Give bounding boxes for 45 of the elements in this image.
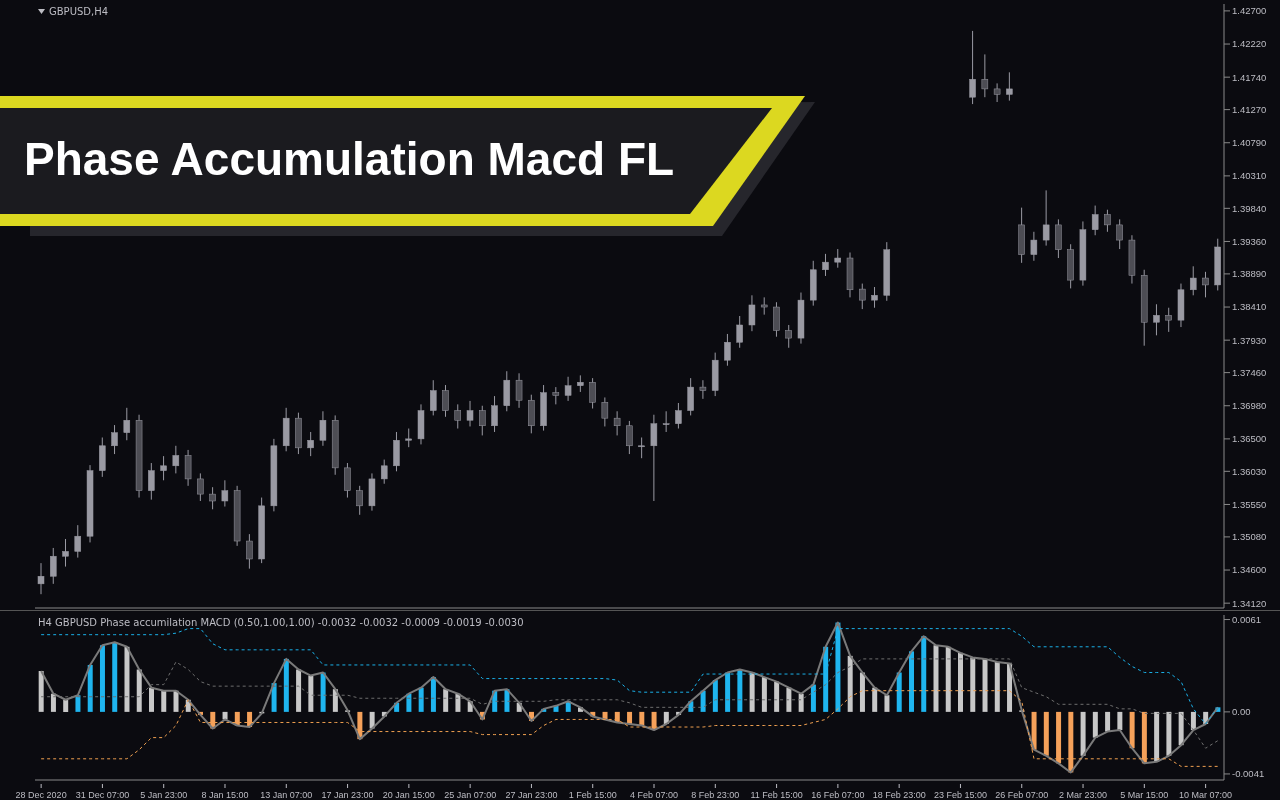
chart-title: H4 GBPUSD Phase accumilation MACD (0.50,1.00,1.00) -0.0032 -0.0032 -0.0009 -0.0019 -0.0030 [38,617,524,628]
y-tick-label: 1.34120 [1232,597,1267,609]
x-tick-label: 17 Jan 23:00 [321,790,374,800]
y-tick-label: 1.40790 [1232,137,1267,149]
y-tick-label: 1.40310 [1232,170,1267,182]
y-tick-label: 1.37460 [1232,366,1267,378]
x-tick-label: 31 Dec 07:00 [75,790,130,800]
annotation: Phase Accumulation Macd FL [24,132,675,186]
x-tick-label: 4 Feb 07:00 [629,790,679,800]
y-tick-label: 1.41270 [1232,103,1267,115]
y-tick-label: 1.42700 [1232,5,1267,17]
x-tick-label: 5 Mar 15:00 [1120,790,1169,800]
x-tick-label: 18 Feb 23:00 [872,790,926,800]
y-tick-label: 1.37930 [1232,334,1267,346]
y-tick-label: 1.36500 [1232,433,1267,445]
y-tick-label: 0.00 [1232,706,1251,718]
x-tick-label: 11 Feb 15:00 [750,790,803,800]
x-tick-label: 23 Feb 15:00 [933,790,987,800]
y-tick-label: 0.0061 [1232,613,1262,625]
y-tick-label: 1.35080 [1232,531,1267,543]
x-tick-label: 25 Jan 07:00 [444,790,497,800]
x-tick-label: 1 Feb 15:00 [568,790,617,800]
x-tick-label: 5 Jan 23:00 [140,790,188,800]
x-tick-label: 13 Jan 07:00 [260,790,313,800]
x-tick-label: 27 Jan 23:00 [505,790,558,800]
x-tick-label: 10 Mar 07:00 [1179,790,1233,800]
y-tick-label: 1.34600 [1232,564,1267,576]
y-tick-label: -0.0041 [1232,768,1265,780]
x-tick-label: 16 Feb 07:00 [811,790,865,800]
y-tick-label: 1.38410 [1232,301,1267,313]
y-tick-label: 1.39840 [1232,202,1267,214]
y-tick-label: 1.35550 [1232,498,1267,510]
y-tick-label: 1.36980 [1232,400,1267,412]
x-tick-label: 20 Jan 15:00 [382,790,435,800]
y-tick-label: 1.38890 [1232,268,1267,280]
x-tick-label: 28 Dec 2020 [15,790,67,800]
x-tick-label: 8 Feb 23:00 [691,790,740,800]
x-tick-label: 2 Mar 23:00 [1059,790,1108,800]
x-tick-label: 26 Feb 07:00 [995,790,1049,800]
chart-title: GBPUSD,H4 [49,6,109,17]
y-tick-label: 1.42220 [1232,38,1267,50]
y-tick-label: 1.36030 [1232,465,1267,477]
x-tick-label: 8 Jan 15:00 [201,790,249,800]
y-tick-label: 1.39360 [1232,235,1267,247]
y-tick-label: 1.41740 [1232,71,1267,83]
